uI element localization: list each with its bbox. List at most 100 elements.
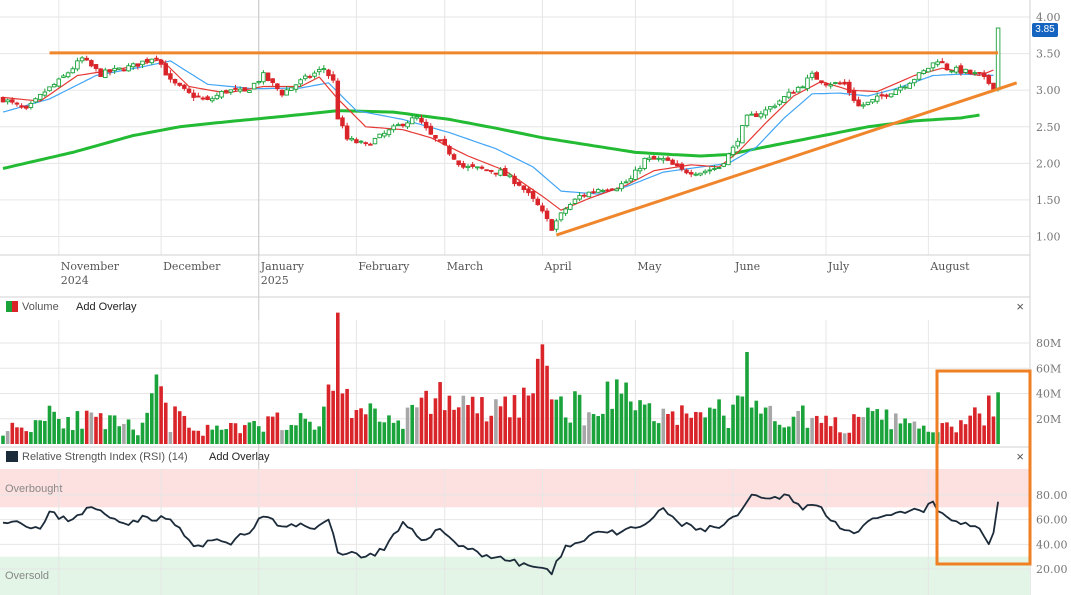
volume-bar [889,429,893,444]
volume-bar [903,418,907,444]
candle-body [261,72,266,83]
candle-body [247,90,252,93]
volume-bar [963,424,968,444]
candle-body [795,86,801,93]
volume-bar [210,429,215,444]
volume-bar [670,411,675,444]
volume-bar [224,429,228,444]
year-label: 2025 [261,274,289,287]
candle-body [414,116,420,119]
volume-bar [429,413,433,444]
volume-bar [433,398,438,444]
rsi-add-overlay-button[interactable]: Add Overlay [209,451,270,463]
candle-body [51,83,57,88]
volume-bar [754,400,759,444]
volume-bar [24,431,29,444]
candle-body [926,67,931,73]
candle-body [735,140,740,147]
candle-body [423,121,429,129]
overbought-label: Overbought [5,483,62,495]
volume-bar [852,414,856,444]
candle-body [363,142,368,145]
volume-bar [294,425,298,444]
volume-bar [824,415,828,444]
candle-body [558,212,564,221]
candle-body [275,83,280,90]
volume-bar [452,409,456,444]
volume-bar [368,403,373,444]
volume-bar [973,407,977,444]
candle-body [582,194,587,197]
candle-body [502,168,508,177]
volume-bar [875,409,879,444]
candle-body [726,153,731,166]
candle-body [70,68,75,74]
candle-body [65,72,71,78]
month-label: April [543,260,572,273]
candle-body [656,157,661,160]
candle-body [303,75,308,80]
candle-body [530,191,536,199]
candle-body [223,90,229,93]
volume-bar [563,417,568,444]
candle-body [623,181,629,184]
rsi-close-button[interactable]: × [1016,449,1024,464]
candle-body [93,64,99,69]
volume-bar [270,416,275,444]
volume-bar [642,404,647,444]
volume-bar [298,413,303,444]
candle-body [661,158,666,161]
candle-body [330,74,336,81]
volume-bar [19,427,24,444]
volume-bar [1,435,5,444]
ema-slow-line [2,60,994,195]
candle-body [786,91,792,98]
volume-bar [33,420,38,444]
candle-body [307,75,313,78]
volume-close-button[interactable]: × [1016,299,1024,314]
candle-body [665,157,671,161]
candle-body [312,72,317,77]
candle-body [154,57,159,60]
candle-body [963,68,968,73]
candle-body [544,210,550,220]
candle-body [507,174,513,178]
volume-add-overlay-button[interactable]: Add Overlay [76,301,137,313]
candle-body [814,72,820,80]
volume-bar [675,424,680,444]
candle-body [605,189,610,192]
candle-body [205,96,210,101]
month-label: July [827,260,850,273]
candle-body [289,87,294,91]
candle-body [228,89,234,93]
month-label: June [734,260,760,273]
volume-bar [84,410,89,444]
volume-bar [503,396,507,444]
volume-bar [243,425,247,444]
volume-bar [721,415,726,444]
volume-bar [773,421,777,444]
volume-bar [740,396,745,444]
volume-bar [945,422,949,444]
candle-body [284,89,289,96]
volume-bar [735,395,740,444]
volume-bar [633,410,638,444]
volume-bar [898,423,903,444]
candle-body [279,89,285,96]
candle-body [568,203,573,210]
volume-bar [489,415,494,444]
volume-bar [215,425,219,444]
candle-body [182,84,187,89]
volume-bar [266,416,270,444]
volume-bar [373,408,377,444]
volume-bar [749,407,754,444]
volume-bar [136,435,140,444]
candle-body [591,191,596,194]
candle-body [130,63,136,68]
volume-bar [75,411,80,444]
price-tick-label: 2.50 [1036,121,1061,134]
volume-bar [359,408,363,444]
volume-bar [814,415,819,444]
volume-bar [526,395,531,444]
candle-body [991,82,996,90]
